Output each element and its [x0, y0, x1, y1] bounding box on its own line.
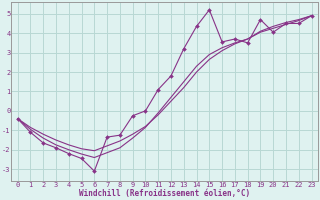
X-axis label: Windchill (Refroidissement éolien,°C): Windchill (Refroidissement éolien,°C): [79, 189, 250, 198]
